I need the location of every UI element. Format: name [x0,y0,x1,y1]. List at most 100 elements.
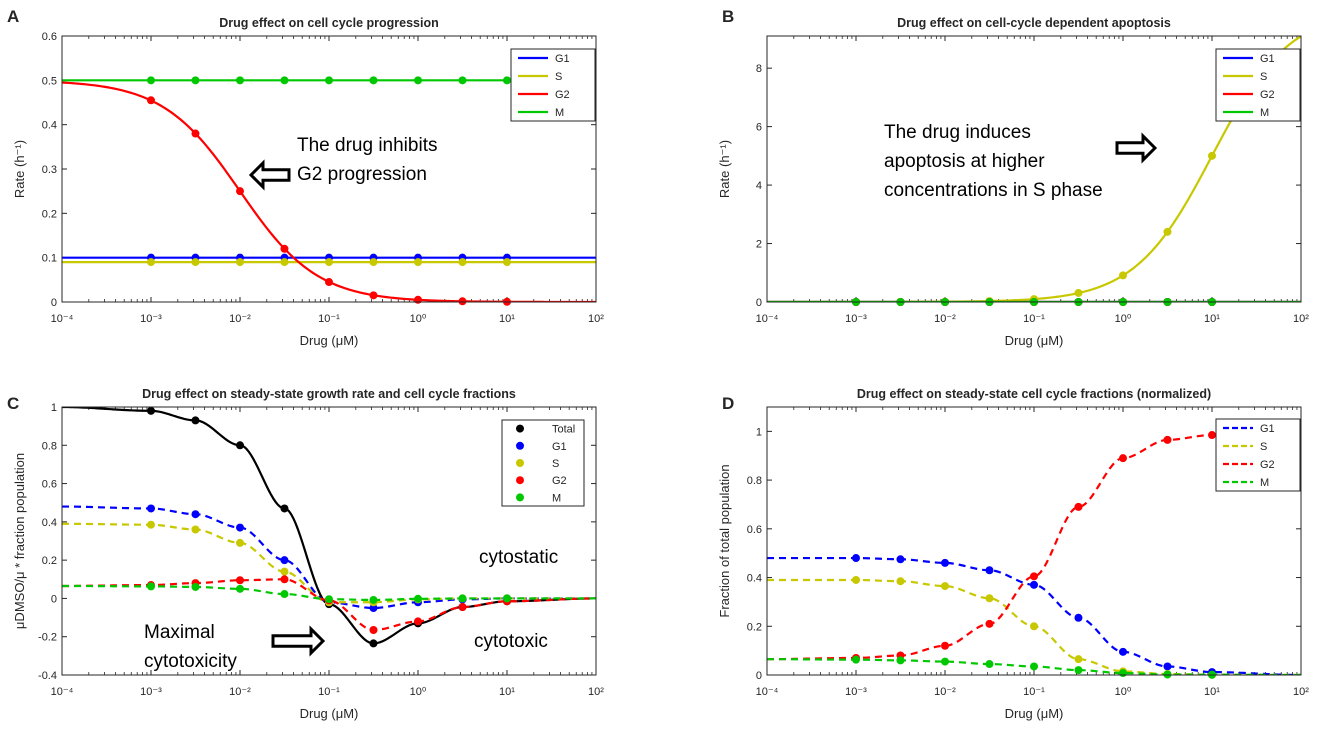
data-point-s [1074,288,1083,297]
x-tick-label: 10⁰ [1115,686,1132,698]
axes-box [766,35,1302,303]
y-tick-label: 0 [51,297,57,309]
y-tick-label: 1 [51,402,57,414]
y-tick-label: 0.5 [42,75,57,87]
data-point-m [280,590,289,599]
data-point-m [369,595,378,604]
legend-label: M [1260,107,1269,119]
plot-area [767,36,1301,302]
data-point-m [1074,666,1083,675]
x-tick-label: 10⁻³ [845,313,867,325]
data-point-s [191,258,200,267]
data-point-g1 [896,555,905,564]
annotation-text: The drug inhibits [297,135,437,156]
axes-box [61,406,597,676]
data-point-m [941,657,949,666]
data-point-m [147,76,155,85]
y-axis-label: Rate (h⁻¹) [717,140,732,198]
y-tick-label: 0 [756,670,762,682]
arrow-icon [271,625,326,657]
legend-box [501,419,585,507]
y-axis-label: Rate (h⁻¹) [12,140,27,198]
x-tick-label: 10⁰ [1115,313,1132,325]
y-tick-label: 6 [756,122,762,134]
data-point-s [369,258,378,267]
legend-label: G2 [555,89,570,101]
annotation-text: G2 progression [297,164,427,185]
legend-marker [516,476,524,485]
y-tick-label: 2 [756,239,762,251]
data-point-s [1208,151,1216,160]
x-tick-label: 10⁻² [229,313,251,325]
x-tick-label: 10⁻⁴ [51,686,74,698]
data-point-s [985,594,994,603]
y-tick-label: 0.8 [747,475,762,487]
data-point-g2 [414,617,422,626]
x-tick-label: 10² [1293,313,1309,325]
data-point-m [458,594,467,603]
annotation-cytostatic: cytostatic [479,547,558,568]
x-tick-label: 10¹ [499,686,515,698]
y-axis-label: μDMSO/μ * fraction population [12,453,27,629]
data-point-g2 [1163,435,1172,444]
data-point-g2 [147,96,155,105]
data-point-g1 [941,558,949,567]
data-point-g2 [280,244,289,253]
chart-title: Drug effect on cell-cycle dependent apop… [897,16,1171,30]
x-tick-label: 10⁻³ [140,313,162,325]
data-point-total [191,416,200,425]
annotation-text: The drug induces [884,122,1031,143]
data-point-s [147,520,155,529]
legend: G1 S G2 M [1215,418,1301,492]
legend-marker [516,424,524,433]
x-tick-label: 10⁻¹ [1023,313,1045,325]
data-point-m [1030,662,1038,671]
data-point-m [147,582,155,591]
data-point-g2 [236,187,244,196]
data-point-g2 [1030,572,1038,581]
x-tick-label: 10⁻¹ [318,686,340,698]
panel-letter: B [722,7,734,26]
panel-letter: D [722,394,734,413]
x-tick-label: 10² [588,686,604,698]
data-point-m [236,76,244,85]
data-point-g2 [369,626,378,635]
legend-label: G2 [1260,459,1275,471]
x-tick-label: 10⁻⁴ [756,686,779,698]
panel-letter: A [7,7,19,26]
data-point-g2 [985,619,994,628]
y-tick-label: -0.4 [38,670,57,682]
panel-D: D Drug effect on steady-state cell cycle … [717,387,1309,721]
data-point-s [147,258,155,267]
axes-box [766,406,1302,676]
y-tick-label: 4 [756,180,762,192]
chart-title: Drug effect on steady-state cell cycle f… [857,387,1211,401]
x-tick-label: 10⁻³ [845,686,867,698]
data-point-g1 [1163,662,1172,671]
data-point-total [236,441,244,450]
data-point-m [325,76,333,85]
y-tick-label: 0.6 [42,31,57,43]
data-point-m [369,76,378,85]
x-tick-label: 10¹ [1204,313,1220,325]
legend-label: S [1260,71,1267,83]
data-point-m [414,76,422,85]
legend-label: S [552,458,559,470]
data-point-s [236,538,244,547]
x-tick-label: 10¹ [1204,686,1220,698]
y-tick-label: 0.3 [42,164,57,176]
data-point-s [280,258,289,267]
data-point-g2 [369,291,378,300]
annotation-maximal: cytotoxicity [144,651,237,672]
x-tick-label: 10² [1293,686,1309,698]
data-point-g2 [458,603,467,612]
legend-label: Total [552,424,575,436]
y-tick-label: 8 [756,63,762,75]
x-tick-label: 10¹ [499,313,515,325]
data-point-s [414,258,422,267]
data-point-g2 [941,641,949,650]
legend-label: M [552,492,561,504]
y-tick-label: 1 [756,426,762,438]
legend-marker [516,441,524,450]
